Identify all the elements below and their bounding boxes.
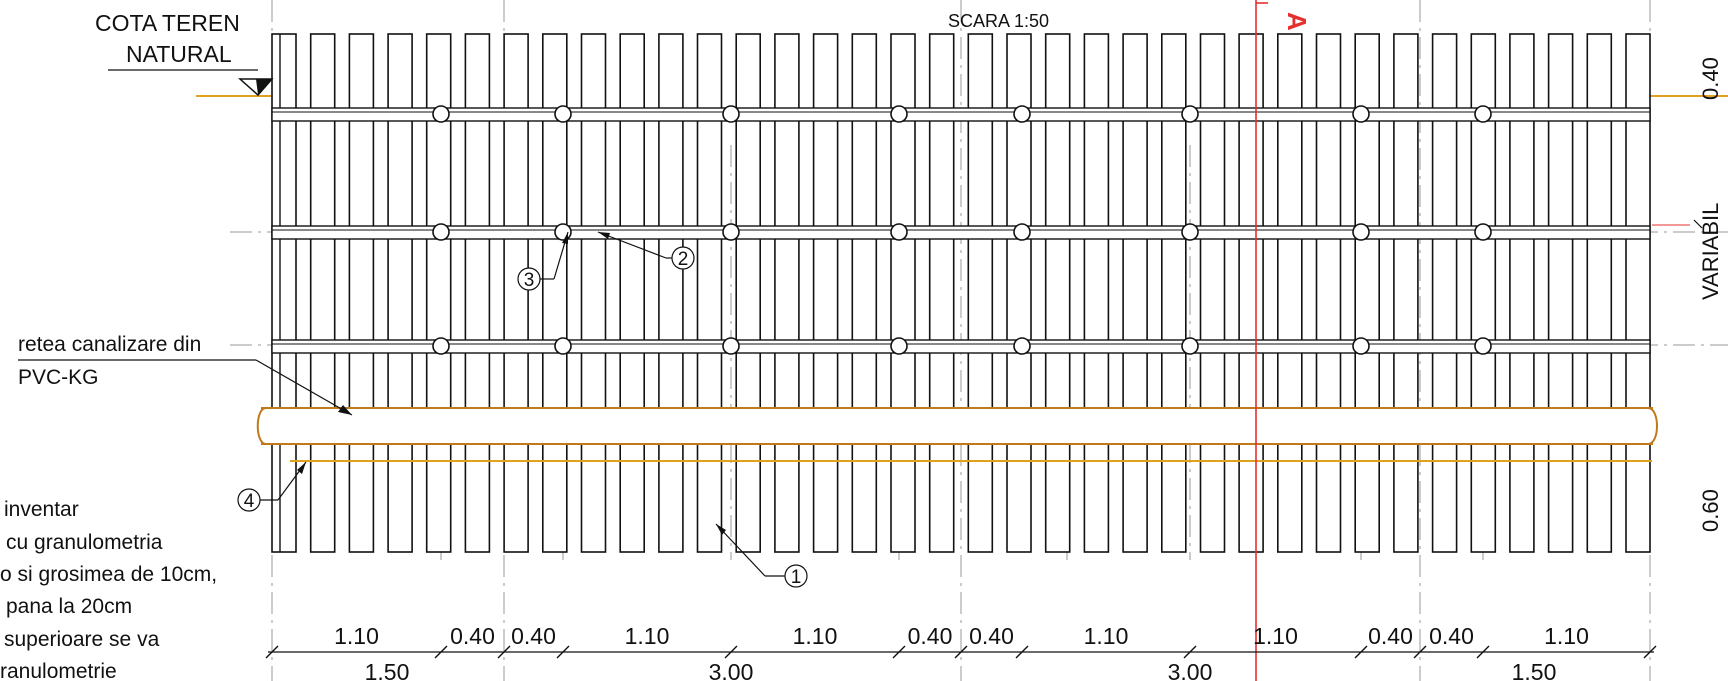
- strut-circle: [432, 105, 450, 123]
- strut-circle: [554, 105, 572, 123]
- strut-circle: [1474, 105, 1492, 123]
- dim-top-label: 0.40: [511, 623, 556, 649]
- strut-circle: [1474, 337, 1492, 355]
- strut-circle: [1013, 337, 1031, 355]
- callout-4-label: 4: [244, 491, 255, 512]
- strut-circle: [1013, 105, 1031, 123]
- strut-circle: [722, 223, 740, 241]
- dim-top-label: 0.40: [1368, 623, 1413, 649]
- ground-label-line2: NATURAL: [126, 41, 232, 67]
- side-tick: [1693, 219, 1703, 229]
- callout-4: 4: [237, 461, 307, 512]
- dim-bottom-label: 3.00: [709, 659, 754, 681]
- side-label-variabil: VARIABIL: [1698, 203, 1723, 300]
- dim-top-label: 0.40: [450, 623, 495, 649]
- strut-circle: [890, 337, 908, 355]
- side-label-top: 0.40: [1698, 57, 1723, 100]
- strut-circle: [722, 337, 740, 355]
- pipe-label-arrowhead: [338, 405, 352, 415]
- waler-top: [271, 107, 1651, 122]
- dim-bottom-label: 3.00: [1168, 659, 1213, 681]
- bedding-note-line: cu granulometria: [6, 531, 163, 554]
- pipe-label-line1: retea canalizare din: [18, 333, 201, 356]
- dimension-chains: 1.10 0.40 0.40 1.10 1.10 0.40 0.40 1.10 1.10 0.40…: [265, 623, 1657, 681]
- scale-label: SCARA 1:50: [948, 11, 1049, 31]
- dim-tick: [1643, 645, 1657, 659]
- waler-lower: [271, 339, 1651, 354]
- strut-circle: [432, 337, 450, 355]
- strut-circle: [1352, 223, 1370, 241]
- dim-tick: [1015, 645, 1029, 659]
- dim-top-label: 1.10: [793, 623, 838, 649]
- section-marker: A: [1282, 12, 1312, 31]
- strut-circle: [1181, 105, 1199, 123]
- callout-3-label: 3: [524, 270, 535, 291]
- waler-middle: [271, 225, 1651, 240]
- strut-circle: [890, 223, 908, 241]
- dim-tick: [892, 645, 906, 659]
- bedding-note-line: superioare se va: [4, 628, 160, 651]
- strut-circle: [890, 105, 908, 123]
- dim-top-label: 1.10: [334, 623, 379, 649]
- strut-circle: [554, 223, 572, 241]
- callout-3: 3: [517, 231, 569, 291]
- dim-tick: [497, 645, 511, 659]
- dim-tick: [265, 645, 279, 659]
- dim-tick: [556, 645, 570, 659]
- strut-circle: [1352, 105, 1370, 123]
- pipe-label-leader: [255, 359, 353, 416]
- walers: [271, 107, 1651, 354]
- dim-tick: [1354, 645, 1368, 659]
- dim-top-label: 1.10: [1084, 623, 1129, 649]
- strut-circle: [722, 105, 740, 123]
- strut-circle: [1181, 337, 1199, 355]
- dim-tick: [954, 645, 968, 659]
- bedding-note: inventar cu granulometria o si grosimea de…: [0, 498, 217, 681]
- bedding-note-line: pana la 20cm: [6, 595, 132, 618]
- callout-1-label: 1: [791, 567, 802, 588]
- strut-circle: [1352, 337, 1370, 355]
- dim-top-label: 0.40: [908, 623, 953, 649]
- bedding-note-line: inventar: [4, 498, 79, 521]
- strut-circle: [1013, 223, 1031, 241]
- callout-2-label: 2: [678, 249, 689, 270]
- dim-tick: [434, 645, 448, 659]
- struts: [432, 105, 1492, 355]
- dim-top-label: 0.40: [969, 623, 1014, 649]
- strut-circle: [1474, 223, 1492, 241]
- callout-1: 1: [715, 523, 808, 588]
- ground-label-line1: COTA TEREN: [95, 10, 240, 36]
- dim-top-label: 1.10: [1253, 623, 1298, 649]
- callout-2: 2: [597, 231, 695, 270]
- pvc-pipe: [256, 407, 1658, 445]
- strut-circle: [432, 223, 450, 241]
- dim-bottom-label: 1.50: [365, 659, 410, 681]
- dim-tick: [1476, 645, 1490, 659]
- bedding-note-line: ranulometrie: [0, 660, 117, 681]
- dim-tick: [724, 645, 738, 659]
- side-label-bottom: 0.60: [1698, 489, 1723, 532]
- dim-tick: [1413, 645, 1427, 659]
- dim-tick: [1183, 645, 1197, 659]
- ground-level-triangle-fill: [256, 79, 272, 95]
- strut-circle: [554, 337, 572, 355]
- dim-top-label: 1.10: [625, 623, 670, 649]
- dim-top-label: 1.10: [1544, 623, 1589, 649]
- strut-circle: [1181, 223, 1199, 241]
- dim-top-label: 0.40: [1429, 623, 1474, 649]
- bedding-note-line: o si grosimea de 10cm,: [0, 563, 217, 586]
- pipe-label-line2: PVC-KG: [18, 366, 99, 389]
- dim-bottom-label: 1.50: [1512, 659, 1557, 681]
